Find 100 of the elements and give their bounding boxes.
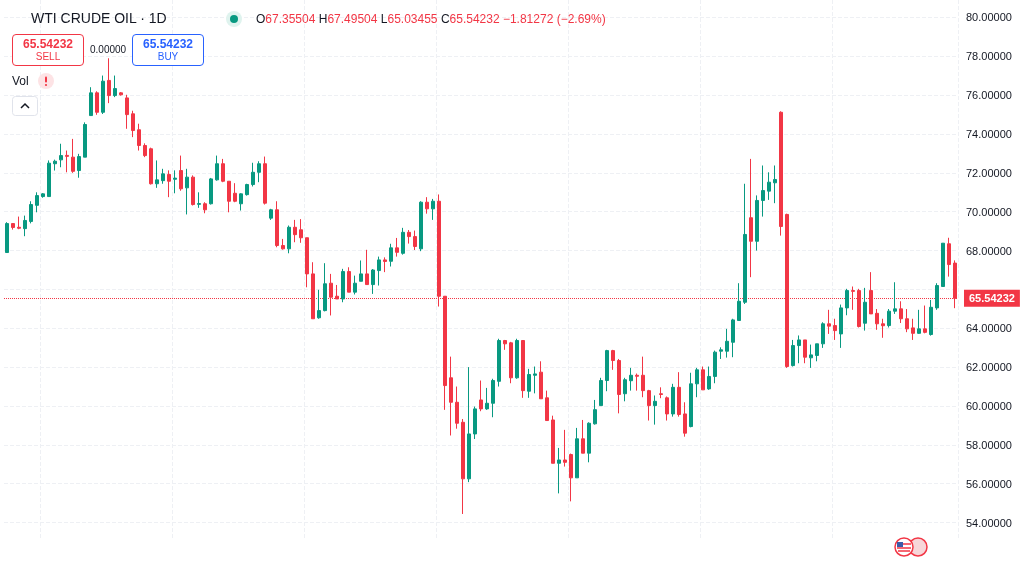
candlestick — [389, 243, 393, 267]
candlestick — [269, 208, 273, 221]
candlestick — [233, 182, 237, 203]
candlestick — [653, 394, 657, 426]
candlestick — [599, 377, 603, 407]
candlestick — [293, 219, 297, 243]
candlestick — [629, 367, 633, 392]
candlestick — [65, 150, 69, 173]
candlestick — [791, 339, 795, 368]
annotation: 0.00000 — [90, 44, 127, 55]
candlestick — [713, 350, 717, 384]
candlestick — [845, 288, 849, 316]
text: WTI CRUDE OIL · 1D — [31, 10, 167, 26]
candlestick — [5, 221, 9, 254]
candlestick — [227, 180, 231, 213]
annotation: Vol — [12, 74, 29, 88]
candlestick — [485, 387, 489, 411]
candlestick — [203, 201, 207, 214]
candlestick — [623, 377, 627, 402]
candlestick — [401, 227, 405, 256]
candlestick — [587, 421, 591, 463]
candlestick — [911, 318, 915, 341]
candlestick — [563, 429, 567, 468]
candlestick — [167, 169, 171, 198]
candlestick — [677, 371, 681, 418]
candlestick — [941, 242, 945, 288]
candlestick — [197, 191, 201, 209]
candlestick — [263, 156, 267, 206]
candlestick — [935, 282, 939, 311]
candlestick — [635, 373, 639, 392]
candlestick — [107, 57, 111, 104]
candlestick — [317, 289, 321, 320]
candlestick — [773, 165, 777, 204]
candlestick — [419, 200, 423, 252]
candlestick — [887, 308, 891, 328]
candlestick — [473, 406, 477, 440]
candlestick — [821, 321, 825, 349]
candlestick — [17, 216, 21, 230]
annotation: SELL — [34, 51, 62, 62]
candlestick — [899, 300, 903, 324]
candlestick — [395, 237, 399, 258]
candlestick — [215, 155, 219, 182]
candlestick — [383, 256, 387, 273]
candlestick — [47, 159, 51, 198]
candlestick — [923, 305, 927, 334]
candlestick — [155, 159, 159, 189]
candlestick — [71, 138, 75, 174]
candlestick — [131, 110, 135, 138]
candlestick — [347, 266, 351, 293]
y-tick-label: 62.00000 — [966, 361, 1012, 374]
candlestick — [809, 344, 813, 369]
y-tick-label: 68.00000 — [966, 244, 1012, 257]
annotation: BUY — [156, 51, 180, 62]
candlestick — [725, 328, 729, 359]
y-tick-label: 80.00000 — [966, 11, 1012, 24]
candlestick — [299, 218, 303, 244]
candlestick — [95, 90, 99, 116]
ref-line-label: 65.54232 — [969, 292, 1015, 305]
candlestick — [575, 427, 579, 479]
candlestick — [569, 453, 573, 502]
candlestick — [125, 94, 129, 130]
candlestick — [119, 91, 123, 97]
candlestick — [23, 215, 27, 237]
candlestick — [641, 356, 645, 398]
candlestick — [701, 366, 705, 391]
candlestick — [101, 75, 105, 115]
candlestick — [149, 147, 153, 186]
candlestick — [11, 222, 15, 231]
candlestick — [689, 372, 693, 428]
candlestick — [365, 249, 369, 286]
candlestick — [221, 158, 225, 183]
candlestick — [407, 229, 411, 245]
candlestick — [83, 121, 87, 158]
candlestick — [509, 341, 513, 384]
candlestick — [35, 191, 39, 213]
candlestick — [557, 447, 561, 494]
candlestick — [143, 142, 147, 158]
candlestick — [137, 123, 141, 152]
y-tick-label: 64.00000 — [966, 322, 1012, 335]
candlestick — [413, 230, 417, 251]
candlestick — [191, 174, 195, 207]
candlestick — [671, 383, 675, 418]
candlestick — [605, 349, 609, 392]
candlestick — [281, 238, 285, 251]
candlestick — [305, 237, 309, 288]
y-tick-label: 78.00000 — [966, 50, 1012, 63]
y-tick-label: 56.00000 — [966, 477, 1012, 490]
candlestick — [497, 338, 501, 388]
candlestick — [527, 368, 531, 399]
candlestick — [41, 192, 45, 199]
annotation: O67.35504 H67.49504 L65.03455 C65.54232 −1.81272 (−2.69%) — [256, 12, 606, 26]
candlestick — [239, 192, 243, 212]
y-tick-label: 74.00000 — [966, 128, 1012, 141]
candlestick — [371, 268, 375, 295]
candlestick — [377, 256, 381, 287]
candlestick — [209, 177, 213, 206]
candlestick — [449, 356, 453, 436]
candlestick — [839, 304, 843, 349]
candlestick — [611, 349, 615, 371]
candlestick — [659, 386, 663, 399]
